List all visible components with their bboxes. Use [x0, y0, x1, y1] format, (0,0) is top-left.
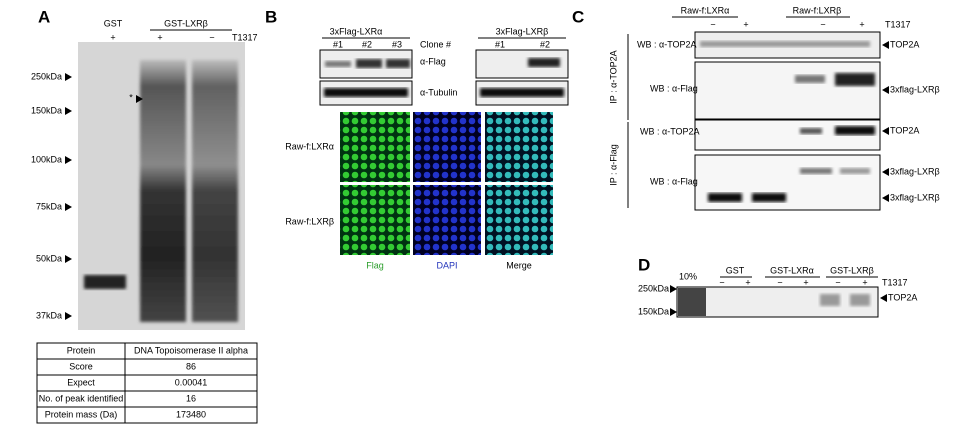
label: T1317 — [885, 19, 911, 29]
arrow — [882, 41, 889, 49]
wb-label: WB : α-TOP2A — [640, 126, 700, 136]
marker: 75kDa — [36, 201, 62, 211]
label: GST — [726, 265, 745, 275]
treatment: + — [157, 32, 162, 42]
arrow — [882, 127, 889, 135]
label: Raw-f:LXRα — [681, 5, 730, 15]
arrow — [882, 194, 889, 202]
arrow — [65, 255, 72, 263]
arrow — [880, 294, 887, 302]
panel-label: C — [572, 7, 584, 26]
table-cell: 0.00041 — [175, 377, 208, 387]
marker: 150kDa — [638, 306, 669, 316]
label: T1317 — [232, 32, 258, 42]
label: Clone # — [420, 39, 451, 49]
marker: 250kDa — [638, 283, 669, 293]
panel-d-blot — [676, 286, 879, 318]
input-label: 10% — [679, 271, 697, 281]
band-label: 3xflag-LXRβ — [890, 192, 940, 202]
band-label: 3xflag-LXRβ — [890, 166, 940, 176]
arrow — [882, 168, 889, 176]
table-header: Protein — [67, 345, 96, 355]
marker: 50kDa — [36, 253, 62, 263]
panel-label: B — [265, 7, 277, 26]
clone: #2 — [362, 39, 372, 49]
ip-label: IP : α-TOP2A — [608, 50, 618, 103]
table-border — [36, 342, 258, 424]
arrow — [882, 86, 889, 94]
marker: 100kDa — [31, 154, 62, 164]
treatment: + — [745, 277, 750, 287]
treatment: − — [710, 19, 715, 29]
label: GST-LXRβ — [164, 18, 208, 28]
clone: #3 — [392, 39, 402, 49]
star: * — [129, 92, 133, 102]
clone: #1 — [333, 39, 343, 49]
panel-label: A — [38, 7, 50, 26]
marker: 250kDa — [31, 71, 62, 81]
panel-label: D — [638, 255, 650, 274]
channel: Flag — [366, 260, 384, 270]
row-label: Raw-f:LXRα — [285, 141, 334, 151]
table-cell: 173480 — [176, 409, 206, 419]
row-label: Raw-f:LXRβ — [285, 216, 334, 226]
wb-label: WB : α-Flag — [650, 83, 698, 93]
table-cell: Expect — [67, 377, 95, 387]
label: Raw-f:LXRβ — [793, 5, 842, 15]
table-cell: No. of peak identified — [39, 393, 124, 403]
arrow — [65, 107, 72, 115]
wb-label: WB : α-Flag — [650, 176, 698, 186]
label: GST — [104, 18, 123, 28]
ip-label: IP : α-Flag — [608, 144, 618, 186]
table-cell: 16 — [186, 393, 196, 403]
wb-label: WB : α-TOP2A — [637, 39, 697, 49]
arrow — [65, 203, 72, 211]
band-label: TOP2A — [888, 292, 917, 302]
treatment: − — [777, 277, 782, 287]
label: 3xFlag-LXRα — [330, 26, 383, 36]
label: GST-LXRβ — [830, 265, 874, 275]
treatment: + — [743, 19, 748, 29]
channel: DAPI — [436, 260, 457, 270]
label: GST-LXRα — [770, 265, 814, 275]
treatment: + — [110, 32, 115, 42]
arrow — [65, 156, 72, 164]
band-label: TOP2A — [890, 125, 919, 135]
channel: Merge — [506, 260, 532, 270]
marker: 37kDa — [36, 310, 62, 320]
treatment: − — [719, 277, 724, 287]
treatment: − — [209, 32, 214, 42]
arrow — [65, 73, 72, 81]
panel-a-gel — [78, 42, 245, 330]
arrow — [65, 312, 72, 320]
treatment: + — [803, 277, 808, 287]
treatment: + — [859, 19, 864, 29]
treatment: + — [862, 277, 867, 287]
panel-c-blots — [627, 31, 881, 211]
panel-b-blots — [319, 49, 569, 255]
label: 3xFlag-LXRβ — [496, 26, 549, 36]
arrow — [670, 308, 677, 316]
blot-label: α-Tubulin — [420, 87, 457, 97]
table-cell: 86 — [186, 361, 196, 371]
clone: #2 — [540, 39, 550, 49]
blot-label: α-Flag — [420, 56, 446, 66]
table-cell: Protein mass (Da) — [45, 409, 118, 419]
band-label: TOP2A — [890, 39, 919, 49]
marker: 150kDa — [31, 105, 62, 115]
treatment: − — [820, 19, 825, 29]
treatment: − — [835, 277, 840, 287]
label: T1317 — [882, 277, 908, 287]
arrow — [136, 95, 143, 103]
arrow — [670, 285, 677, 293]
table-header: DNA Topoisomerase II alpha — [134, 345, 248, 355]
band-label: 3xflag-LXRβ — [890, 84, 940, 94]
table-cell: Score — [69, 361, 93, 371]
clone: #1 — [495, 39, 505, 49]
